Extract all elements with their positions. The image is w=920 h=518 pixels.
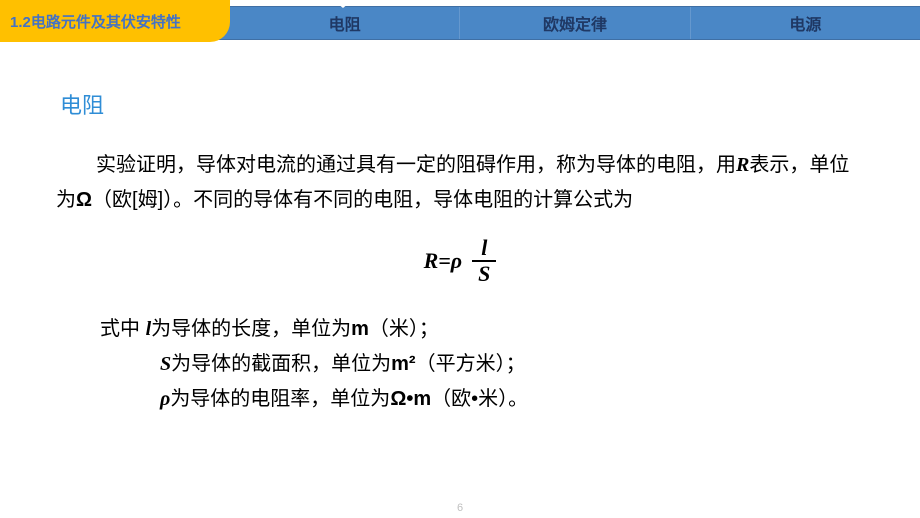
section-title: 电阻 [60,88,864,120]
formula-denominator: S [472,260,496,286]
formula-lhs: R=ρ [424,248,463,274]
page-number: 6 [457,502,463,514]
symbol-rho: ρ [160,388,170,410]
text: 为导体的长度，单位为 [151,318,351,340]
intro-paragraph: 实验证明，导体对电流的通过具有一定的阻碍作用，称为导体的电阻，用R表示，单位为Ω… [56,148,864,218]
text: （平方米）； [416,353,526,375]
tab-ohms-law[interactable]: 欧姆定律 [460,7,690,39]
text: 实验证明，导体对电流的通过具有一定的阻碍作用，称为导体的电阻，用 [96,154,736,176]
def-resistivity: ρ为导体的电阻率，单位为Ω•m（欧•米）。 [100,382,864,417]
text: 式中 [100,318,146,340]
unit-ohm-m: Ω•m [390,388,431,410]
symbol-r: R [736,154,749,176]
text: 为导体的电阻率，单位为 [170,388,390,410]
formula-fraction: l S [472,236,496,286]
symbol-s: S [160,353,171,375]
text: （欧[姆]）。不同的导体有不同的电阻，导体电阻的计算公式为 [92,189,633,211]
topbar: 电阻 欧姆定律 电源 1.2电路元件及其伏安特性 [0,0,920,42]
chapter-badge: 1.2电路元件及其伏安特性 [0,0,230,42]
tab-resistance[interactable]: 电阻 [230,7,460,39]
active-tab-indicator-icon [333,0,353,8]
tab-power-source[interactable]: 电源 [691,7,920,39]
content-area: 电阻 实验证明，导体对电流的通过具有一定的阻碍作用，称为导体的电阻，用R表示，单… [0,42,920,417]
chapter-badge-text: 1.2电路元件及其伏安特性 [10,11,181,32]
def-area: S为导体的截面积，单位为m²（平方米）； [100,347,864,382]
unit-ohm: Ω [76,189,92,211]
def-length: 式中 l为导体的长度，单位为m（米）； [100,312,864,347]
formula: R=ρ l S [56,236,864,286]
text: （欧•米）。 [431,388,528,410]
definitions: 式中 l为导体的长度，单位为m（米）； S为导体的截面积，单位为m²（平方米）；… [100,312,864,417]
text: 为导体的截面积，单位为 [171,353,391,375]
text: （米）； [369,318,439,340]
unit-m2: m² [391,353,415,375]
unit-m: m [351,318,369,340]
formula-numerator: l [475,236,493,260]
